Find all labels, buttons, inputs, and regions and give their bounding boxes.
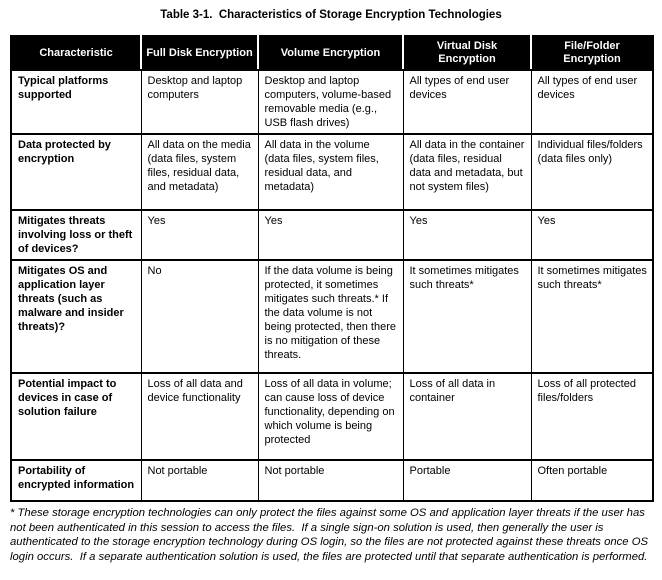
column-header-volume-encryption: Volume Encryption [257, 36, 403, 71]
table-cell: Not portable [257, 460, 404, 502]
table-cell: Desktop and laptop computers [140, 70, 259, 135]
table-row-data-protected: Data protected by encryption All data on… [10, 134, 654, 211]
table-cell: All data in the volume (data files, syst… [257, 134, 404, 211]
table-cell: Desktop and laptop computers, volume-bas… [257, 70, 404, 135]
table-title: Table 3-1. Characteristics of Storage En… [160, 9, 502, 21]
row-header: Portability of encrypted information [10, 460, 142, 502]
table-cell: All types of end user devices [530, 70, 654, 135]
column-header-virtual-disk-encryption: Virtual Disk Encryption [402, 36, 531, 71]
table-footnote: * These storage encryption technologies … [10, 507, 652, 563]
table-cell: Often portable [530, 460, 654, 502]
table-header-row: Characteristic Full Disk Encryption Volu… [10, 36, 653, 71]
column-header-file-folder-encryption: File/Folder Encryption [530, 36, 653, 71]
table-cell: Yes [402, 210, 532, 261]
table-cell: If the data volume is being protected, i… [257, 260, 404, 374]
table-cell: Yes [530, 210, 654, 261]
table-cell: It sometimes mitigates such threats* [402, 260, 532, 374]
table-row-potential-impact: Potential impact to devices in case of s… [10, 373, 654, 461]
row-header: Mitigates threats involving loss or thef… [10, 210, 142, 261]
table-cell: It sometimes mitigates such threats* [530, 260, 654, 374]
storage-encryption-table: Characteristic Full Disk Encryption Volu… [10, 35, 654, 502]
table-cell: Portable [402, 460, 532, 502]
table-cell: All types of end user devices [402, 70, 532, 135]
table-cell: Yes [140, 210, 259, 261]
column-header-full-disk-encryption: Full Disk Encryption [140, 36, 258, 71]
table-row-typical-platforms: Typical platforms supported Desktop and … [10, 70, 654, 135]
table-cell: Loss of all data in container [402, 373, 532, 461]
row-header: Typical platforms supported [10, 70, 142, 135]
table-row-portability: Portability of encrypted information Not… [10, 460, 654, 502]
table-row-mitigates-loss-theft: Mitigates threats involving loss or thef… [10, 210, 654, 261]
row-header: Potential impact to devices in case of s… [10, 373, 142, 461]
table-cell: All data in the container (data files, r… [402, 134, 532, 211]
table-cell: Not portable [140, 460, 259, 502]
column-header-characteristic: Characteristic [10, 36, 141, 71]
table-cell: Yes [257, 210, 404, 261]
table-cell: Loss of all data and device functionalit… [140, 373, 259, 461]
row-header: Data protected by encryption [10, 134, 142, 211]
table-cell: Loss of all data in volume; can cause lo… [257, 373, 404, 461]
row-header: Mitigates OS and application layer threa… [10, 260, 142, 374]
table-cell: No [140, 260, 259, 374]
table-row-mitigates-os-threats: Mitigates OS and application layer threa… [10, 260, 654, 374]
table-cell: Loss of all protected files/folders [530, 373, 654, 461]
table-cell: Individual files/folders (data files onl… [530, 134, 654, 211]
table-cell: All data on the media (data files, syste… [140, 134, 259, 211]
